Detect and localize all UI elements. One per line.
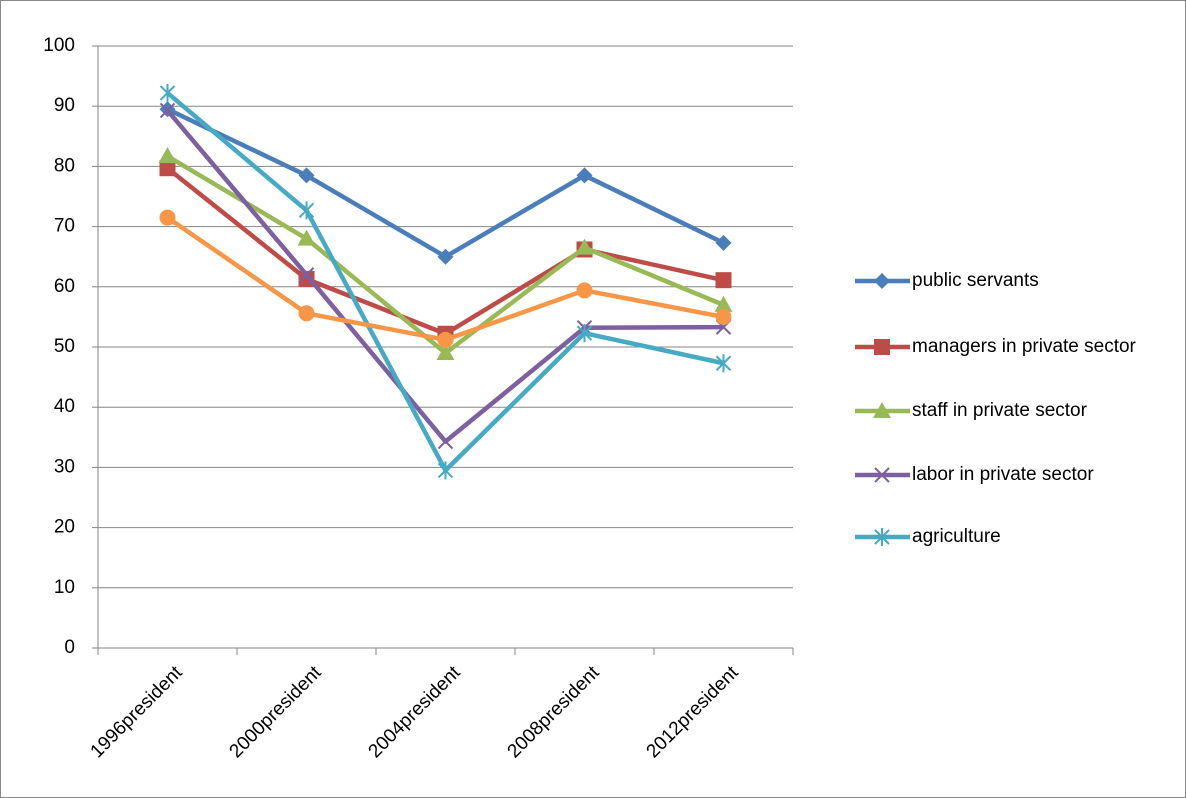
legend-marker bbox=[874, 339, 890, 355]
marker bbox=[298, 201, 315, 220]
marker bbox=[715, 308, 732, 325]
marker bbox=[437, 331, 454, 348]
marker bbox=[159, 102, 176, 119]
marker bbox=[576, 282, 593, 299]
marker bbox=[437, 461, 454, 480]
marker bbox=[159, 160, 176, 177]
marker bbox=[575, 238, 594, 255]
y-tick-label: 0 bbox=[64, 637, 75, 658]
y-tick-label: 60 bbox=[54, 276, 75, 297]
marker bbox=[158, 147, 177, 164]
legend-marker bbox=[874, 273, 890, 289]
marker bbox=[715, 272, 732, 289]
legend-label: agriculture bbox=[912, 526, 1001, 547]
marker bbox=[715, 354, 732, 373]
legend-label: staff in private sector bbox=[912, 400, 1087, 421]
marker bbox=[576, 324, 593, 343]
legend-marker bbox=[874, 528, 890, 546]
marker bbox=[298, 305, 315, 322]
marker bbox=[297, 229, 316, 246]
y-tick-label: 70 bbox=[54, 216, 75, 237]
y-tick-label: 20 bbox=[54, 517, 75, 538]
legend-marker bbox=[874, 467, 890, 483]
marker bbox=[714, 295, 733, 312]
legend-marker bbox=[873, 402, 891, 418]
legend-label: managers in private sector bbox=[912, 336, 1136, 357]
legend-label: public servants bbox=[912, 270, 1039, 291]
marker bbox=[159, 209, 176, 226]
marker bbox=[436, 344, 455, 361]
marker bbox=[298, 267, 315, 283]
y-tick-label: 50 bbox=[54, 336, 75, 357]
marker bbox=[576, 167, 593, 184]
marker bbox=[298, 167, 315, 184]
y-tick-label: 90 bbox=[54, 95, 75, 116]
marker bbox=[437, 433, 454, 450]
y-tick-label: 80 bbox=[54, 155, 75, 176]
marker bbox=[437, 248, 454, 265]
y-tick-label: 100 bbox=[43, 35, 75, 56]
marker bbox=[159, 83, 176, 102]
y-tick-label: 10 bbox=[54, 577, 75, 598]
y-tick-label: 30 bbox=[54, 456, 75, 477]
marker bbox=[715, 234, 732, 251]
y-tick-label: 40 bbox=[54, 396, 75, 417]
legend-label: labor in private sector bbox=[912, 464, 1094, 485]
